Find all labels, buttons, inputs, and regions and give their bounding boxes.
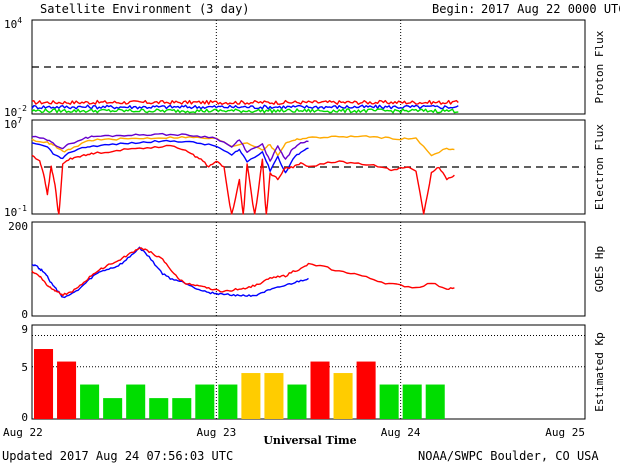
kp-bar xyxy=(264,373,284,419)
kp-bar xyxy=(57,361,77,419)
electron-flux-series-red xyxy=(31,144,455,215)
kp-bar xyxy=(425,384,445,419)
electron-flux-series-orange xyxy=(31,135,455,157)
kp-bar xyxy=(126,384,146,419)
kp-bar xyxy=(172,398,192,419)
begin-value: 2017 Aug 22 0000 UTC xyxy=(481,2,620,16)
goes-hp-y-tick-label: 200 xyxy=(8,220,28,233)
kp-bar xyxy=(379,384,399,419)
satellite-environment-chart: 104 10-2 Proton Flux 107 10-1 Electron Flux 20… xyxy=(3,16,606,447)
kp-bar xyxy=(310,361,330,419)
kp-bar xyxy=(149,398,169,419)
credit-text: NOAA/SWPC Boulder, CO USA xyxy=(418,449,599,463)
kp-bar xyxy=(103,398,123,419)
goes-hp-frame xyxy=(31,221,586,317)
kp-bar xyxy=(333,373,353,419)
proton-flux-y-axis-label: Proton Flux xyxy=(593,30,606,103)
x-tick-label: Aug 24 xyxy=(381,426,421,439)
proton-flux-series-red xyxy=(31,99,459,106)
kp-bar xyxy=(195,384,215,419)
x-axis-label: Universal Time xyxy=(263,434,356,447)
electron-flux-series-purple xyxy=(31,132,309,162)
kp-bar xyxy=(34,349,54,419)
kp-bar xyxy=(287,384,307,419)
proton-flux-series-green xyxy=(31,108,459,114)
goes-hp-y-axis-label: GOES Hp xyxy=(593,246,606,292)
updated-timestamp: Updated 2017 Aug 24 07:56:03 UTC xyxy=(2,449,234,463)
estimated-kp-y-tick-label: 5 xyxy=(21,361,28,374)
electron-flux-y-tick-label: 107 xyxy=(4,116,22,131)
goes-hp-series-blue xyxy=(31,246,309,299)
x-tick-label: Aug 25 xyxy=(545,426,585,439)
proton-flux-y-tick-label: 104 xyxy=(4,16,22,31)
x-tick-label: Aug 23 xyxy=(196,426,236,439)
kp-bar xyxy=(402,384,422,419)
estimated-kp-y-tick-label: 9 xyxy=(21,323,28,336)
kp-bar xyxy=(80,384,100,419)
electron-flux-y-tick-label: 10-1 xyxy=(4,204,27,219)
proton-flux-series-blue xyxy=(31,104,459,110)
electron-flux-y-axis-label: Electron Flux xyxy=(593,124,606,210)
estimated-kp-y-tick-label: 0 xyxy=(21,411,28,424)
kp-bar xyxy=(356,361,376,419)
kp-bar xyxy=(241,373,261,419)
electron-flux-series-blue xyxy=(31,139,309,174)
begin-label: Begin: xyxy=(432,2,476,16)
chart-title: Satellite Environment (3 day) xyxy=(40,2,250,16)
kp-bar xyxy=(218,384,238,419)
proton-flux-y-tick-label: 10-2 xyxy=(4,104,27,119)
x-tick-label: Aug 22 xyxy=(3,426,43,439)
goes-hp-y-tick-label: 0 xyxy=(21,308,28,321)
estimated-kp-y-axis-label: Estimated Kp xyxy=(593,332,606,411)
goes-hp-series-red xyxy=(31,247,455,297)
